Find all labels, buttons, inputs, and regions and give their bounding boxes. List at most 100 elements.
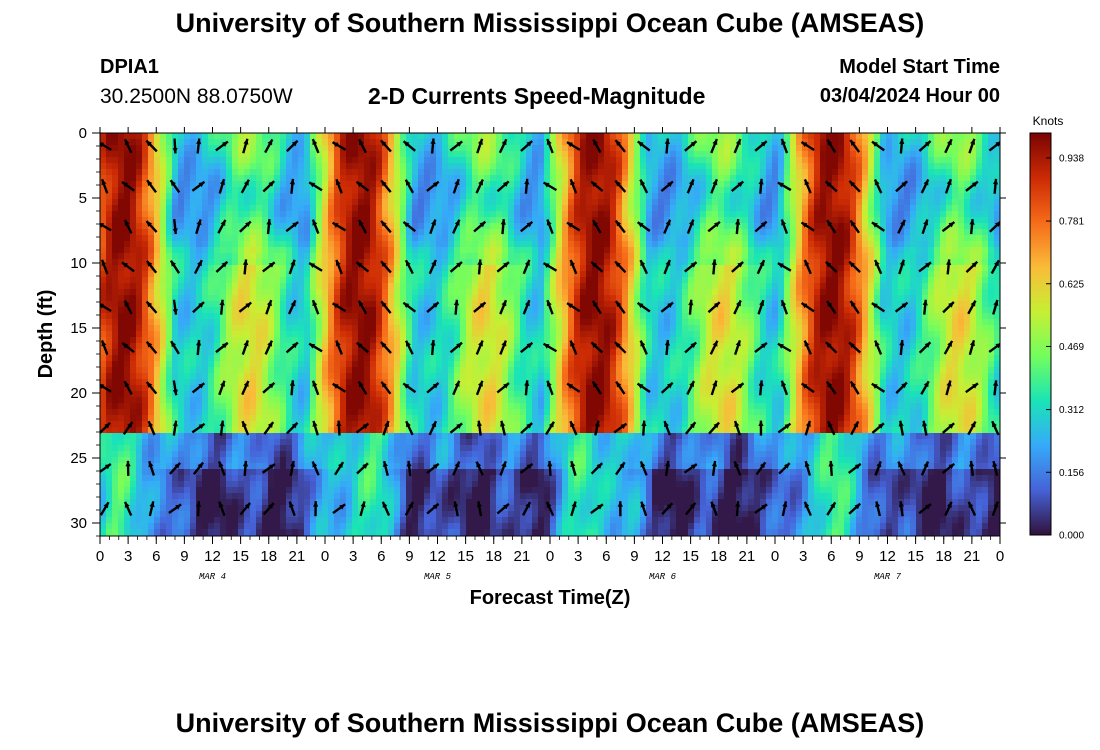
heatmap-cell [382, 319, 389, 326]
heatmap-cell [370, 391, 377, 398]
heatmap-cell [154, 313, 161, 320]
heatmap-cell [214, 217, 221, 224]
heatmap-cell [400, 391, 407, 398]
heatmap-cell [388, 427, 395, 434]
heatmap-cell [250, 133, 257, 140]
heatmap-cell [256, 499, 263, 506]
heatmap-cell [250, 235, 257, 242]
heatmap-cell [526, 307, 533, 314]
heatmap-cell [370, 163, 377, 170]
heatmap-cell [178, 187, 185, 194]
heatmap-cell [262, 373, 269, 380]
heatmap-cell [298, 337, 305, 344]
heatmap-cell [298, 163, 305, 170]
heatmap-cell [112, 283, 119, 290]
heatmap-cell [292, 307, 299, 314]
heatmap-cell [514, 475, 521, 482]
heatmap-cell [100, 205, 107, 212]
heatmap-cell [364, 163, 371, 170]
heatmap-cell [490, 331, 497, 338]
heatmap-cell [202, 193, 209, 200]
heatmap-cell [508, 139, 515, 146]
heatmap-cell [448, 163, 455, 170]
heatmap-cell [508, 205, 515, 212]
heatmap-cell [226, 361, 233, 368]
heatmap-cell [328, 301, 335, 308]
heatmap-cell [106, 409, 113, 416]
heatmap-cell [508, 505, 515, 512]
heatmap-cell [184, 247, 191, 254]
heatmap-cell [334, 139, 341, 146]
heatmap-cell [424, 205, 431, 212]
heatmap-cell [154, 325, 161, 332]
heatmap-cell [466, 367, 473, 374]
heatmap-cell [112, 229, 119, 236]
heatmap-cell [238, 355, 245, 362]
heatmap-cell [442, 475, 449, 482]
heatmap-cell [370, 421, 377, 428]
heatmap-cell [310, 415, 317, 422]
heatmap-cell [166, 169, 173, 176]
heatmap-cell [418, 211, 425, 218]
heatmap-cell [316, 511, 323, 518]
heatmap-cell [232, 445, 239, 452]
heatmap-cell [214, 475, 221, 482]
heatmap-cell [430, 253, 437, 260]
heatmap-cell [118, 457, 125, 464]
heatmap-cell [364, 409, 371, 416]
heatmap-cell [184, 277, 191, 284]
heatmap-cell [514, 469, 521, 476]
heatmap-cell [412, 517, 419, 524]
heatmap-cell [484, 337, 491, 344]
heatmap-cell [400, 397, 407, 404]
heatmap-cell [178, 523, 185, 530]
heatmap-cell [124, 373, 131, 380]
heatmap-cell [460, 409, 467, 416]
heatmap-cell [262, 283, 269, 290]
heatmap-cell [268, 277, 275, 284]
heatmap-cell [382, 283, 389, 290]
heatmap-cell [442, 457, 449, 464]
heatmap-cell [388, 247, 395, 254]
heatmap-cell [256, 385, 263, 392]
heatmap-cell [172, 493, 179, 500]
heatmap-cell [310, 169, 317, 176]
heatmap-cell [310, 337, 317, 344]
heatmap-cell [274, 403, 281, 410]
heatmap-cell [280, 223, 287, 230]
heatmap-cell [286, 415, 293, 422]
heatmap-cell [250, 499, 257, 506]
heatmap-cell [322, 517, 329, 524]
heatmap-cell [214, 481, 221, 488]
heatmap-cell [124, 187, 131, 194]
heatmap-cell [268, 247, 275, 254]
heatmap-cell [202, 199, 209, 206]
heatmap-cell [322, 439, 329, 446]
heatmap-cell [244, 163, 251, 170]
heatmap-cell [532, 265, 539, 272]
heatmap-cell [526, 181, 533, 188]
heatmap-cell [136, 319, 143, 326]
heatmap-cell [532, 493, 539, 500]
heatmap-cell [148, 229, 155, 236]
heatmap-cell [526, 367, 533, 374]
heatmap-cell [436, 277, 443, 284]
heatmap-cell [208, 409, 215, 416]
heatmap-cell [256, 301, 263, 308]
heatmap-cell [184, 505, 191, 512]
heatmap-cell [238, 487, 245, 494]
heatmap-cell [142, 451, 149, 458]
heatmap-cell [160, 397, 167, 404]
heatmap-cell [358, 337, 365, 344]
heatmap-cell [412, 253, 419, 260]
heatmap-cell [154, 463, 161, 470]
heatmap-cell [250, 139, 257, 146]
heatmap-cell [352, 481, 359, 488]
heatmap-cell [238, 427, 245, 434]
heatmap-cell [382, 133, 389, 140]
heatmap-cell [250, 211, 257, 218]
heatmap-cell [148, 277, 155, 284]
heatmap-cell [268, 487, 275, 494]
heatmap-cell [154, 445, 161, 452]
heatmap-cell [304, 163, 311, 170]
